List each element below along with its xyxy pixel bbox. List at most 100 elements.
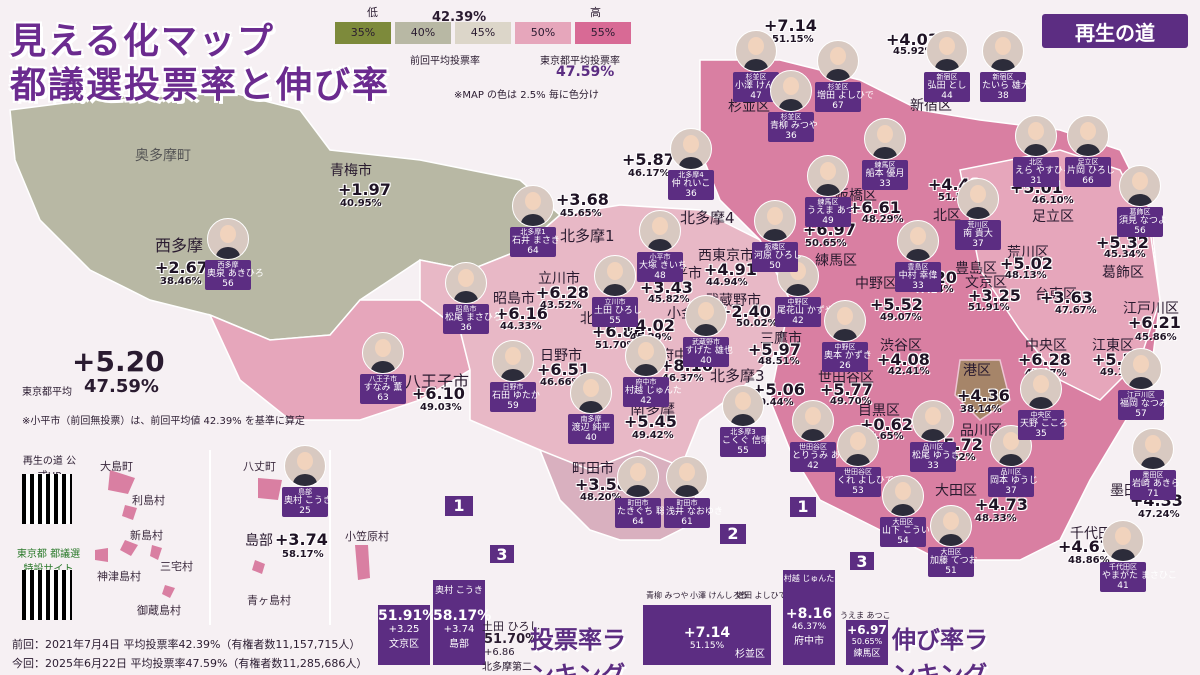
candidate-photo: [685, 295, 727, 337]
region-ota-pct: 48.33%: [975, 513, 1017, 524]
region-hachioji-name: 八王子市: [405, 372, 470, 391]
tokyo-avg-pct: 47.59%: [84, 376, 159, 397]
region-tachikawa-delta: +6.28: [536, 283, 589, 302]
region-ome-pct: 40.95%: [340, 198, 382, 209]
candidate-photo: [926, 30, 968, 72]
legend-tokyo-avg-value: 47.59%: [556, 64, 615, 80]
region-mitaka-name: 三鷹市: [760, 331, 802, 347]
legend-bin-45: 45%: [455, 22, 511, 44]
region-nishitokyo-name: 西東京市: [698, 248, 754, 264]
candidate-photo: [594, 255, 636, 297]
region-setagaya-delta: +5.77: [820, 380, 873, 399]
candidate-card: 墨田区 岩崎 あきら 71: [1130, 428, 1180, 500]
candidate-card: 大田区 加藤 てつお 51: [928, 505, 978, 577]
growth-rank-2-name-2: 小澤 けんしろう: [690, 591, 749, 600]
region-taito-delta: +3.63: [1040, 288, 1093, 307]
region-mitaka-delta: +5.97: [748, 340, 801, 359]
region-hachioji-delta: +6.10: [412, 384, 465, 403]
tokyo-avg-label: 東京都平均: [22, 387, 72, 398]
candidate-photo: [837, 425, 879, 467]
region-hino-pct: 46.66%: [540, 377, 582, 388]
candidate-card: 品川区 松尾 ゆうき 33: [910, 400, 960, 472]
region-hachioji-pct: 49.03%: [420, 402, 462, 413]
region-adachi-pct: 46.10%: [1032, 195, 1074, 206]
candidate-card: 島部 奥村 こうき 25: [282, 445, 332, 517]
region-edogawa-name: 江戸川区: [1123, 301, 1179, 317]
region-nakano-delta: +5.52: [870, 295, 923, 314]
candidate-card: 練馬区 うえま あつこ 49: [805, 155, 864, 227]
region-ota-delta: +4.73: [975, 495, 1028, 514]
candidate-photo: [1067, 115, 1109, 157]
candidate-photo: [445, 262, 487, 304]
island-ogasawara: 小笠原村: [345, 530, 389, 543]
candidate-photo: [864, 118, 906, 160]
region-itabashi-delta: +6.61: [848, 198, 901, 217]
region-shinjuku-delta: +4.03: [886, 30, 939, 49]
candidate-card: 八王子市 すなみ 薫 63: [360, 332, 406, 404]
candidate-photo: [1120, 348, 1162, 390]
title-line2: 都議選投票率と伸び率: [10, 65, 391, 106]
candidate-photo: [362, 332, 404, 374]
region-suginami-name: 杉並区: [728, 99, 770, 115]
candidate-photo: [770, 70, 812, 112]
region-nakano-name: 中野区: [855, 276, 897, 292]
region-edogawa-pct: 45.86%: [1135, 332, 1177, 343]
region-mitaka-pct: 48.51%: [758, 356, 800, 367]
candidate-photo: [570, 372, 612, 414]
region-bunkyo-delta: +3.25: [968, 286, 1021, 305]
tokyo-qr-code[interactable]: [22, 570, 72, 620]
region-kitatama4-name: 北多摩4: [680, 209, 735, 227]
region-tachikawa-name: 立川市: [538, 271, 580, 287]
region-kitatama4-delta: +5.87: [622, 150, 675, 169]
region-akishima-name: 昭島市: [493, 291, 535, 307]
region-nakano-pct: 49.07%: [880, 312, 922, 323]
region-shibuya-name: 渋谷区: [880, 338, 922, 354]
growth-rank-1-bar: 村越 じゅんた +8.16 46.37% 府中市: [783, 570, 835, 665]
region-koto-name: 江東区: [1092, 338, 1134, 354]
candidate-photo: [625, 335, 667, 377]
candidate-card: 練馬区 船本 優月 33: [862, 118, 908, 190]
region-kodaira-delta: +3.43: [640, 278, 693, 297]
candidate-card: 北多摩3 こくぐ 信明 55: [720, 385, 770, 457]
candidate-card: 日野市 石田 ゆたか 59: [490, 340, 540, 412]
turnout-rank-1-badge: 1: [445, 496, 473, 516]
tokyo-site-link-label[interactable]: 東京都 都議選特設サイト: [16, 549, 81, 575]
region-musashino-delta: +2.40: [718, 302, 771, 321]
region-suginami-pct: 51.15%: [772, 34, 814, 45]
growth-rank-3-badge: 3: [850, 552, 874, 571]
region-nishitama-delta: +2.67: [155, 258, 208, 277]
candidate-card: 世田谷区 くれ よしひで 53: [835, 425, 894, 497]
region-kitatama2-pct: 51.70%: [595, 340, 637, 351]
candidate-photo: [1119, 165, 1161, 207]
hp-qr-code[interactable]: [22, 474, 72, 524]
candidate-photo: [207, 218, 249, 260]
legend-high: 高: [590, 6, 601, 19]
region-islands-delta: +3.74: [275, 530, 328, 549]
saisei-logo: 再生の道: [1042, 14, 1188, 48]
candidate-card: 杉並区 増田 よしひで 67: [815, 40, 874, 112]
region-minato-delta: +4.36: [957, 386, 1010, 405]
region-katsushika-pct: 45.34%: [1104, 249, 1146, 260]
region-machida-pct: 48.20%: [580, 492, 622, 503]
legend-tokyo-avg-label: 東京都平均投票率: [540, 56, 620, 67]
region-nishitama-pct: 38.46%: [160, 276, 202, 287]
candidate-card: 中央区 天野 こころ 35: [1018, 368, 1068, 440]
region-kita-name: 北区: [933, 208, 961, 224]
candidate-card: 町田市 浅井 なおゆき 61: [664, 456, 723, 528]
turnout-ranking-title: 投票率ランキング: [530, 626, 626, 675]
region-setagaya-pct: 49.70%: [830, 396, 872, 407]
candidate-card: 北多摩1 石井 まさき 64: [510, 185, 560, 257]
candidate-card: 江戸川区 福岡 なつみ 57: [1118, 348, 1168, 420]
island-kozushima: 神津島村: [97, 570, 141, 583]
candidate-card: 町田市 たきぐち 聡彦 64: [615, 456, 674, 528]
region-chiyoda-delta: +4.67: [1058, 537, 1111, 556]
candidate-photo: [792, 400, 834, 442]
candidate-photo: [824, 300, 866, 342]
region-ome-delta: +1.97: [338, 180, 391, 199]
candidate-photo: [982, 30, 1024, 72]
turnout-rank-3-area: 北多摩第二: [482, 662, 532, 673]
growth-rank-2-area: 杉並区: [735, 649, 765, 660]
legend-bin-35: 35%: [335, 22, 391, 44]
region-kitatama3-pct: 50.44%: [752, 397, 794, 408]
candidate-photo: [666, 456, 708, 498]
